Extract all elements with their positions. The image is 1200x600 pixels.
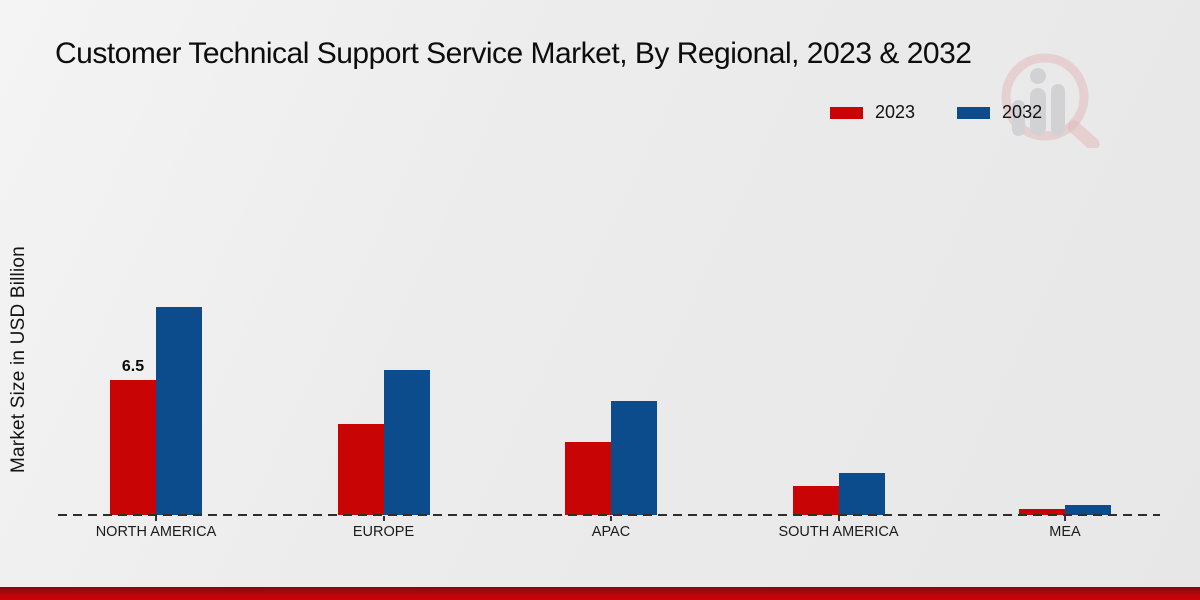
bar-value-label-north-america-2023: 6.5 (121, 358, 145, 375)
axis-tick (1064, 516, 1066, 521)
bar-2023-europe (337, 424, 384, 515)
bar-2023-mea (1019, 509, 1065, 515)
legend-item-2023: 2023 (830, 102, 915, 123)
page-title: Customer Technical Support Service Marke… (55, 37, 972, 70)
legend-label: 2023 (875, 102, 916, 122)
x-axis-baseline (58, 514, 1160, 516)
bar-2023-south-america (792, 486, 839, 515)
legend-swatch-icon (830, 106, 863, 119)
category-label-apac: APAC (591, 524, 631, 540)
axis-tick (382, 516, 385, 521)
bottom-accent-bar (0, 587, 1200, 600)
bar-2032-north-america (156, 307, 202, 515)
axis-tick (837, 516, 840, 521)
category-label-south-america: SOUTH AMERICA (778, 524, 899, 540)
category-label-mea: MEA (1049, 524, 1081, 540)
bar-2023-north-america (110, 380, 156, 515)
bar-2023-apac (565, 442, 611, 515)
bar-2032-europe (383, 370, 430, 515)
axis-tick (610, 516, 612, 521)
bar-2032-apac (611, 401, 657, 515)
legend-item-2032: 2032 (957, 102, 1042, 123)
axis-tick (155, 516, 157, 521)
category-label-north-america: NORTH AMERICA (95, 524, 217, 540)
legend-swatch-icon (957, 106, 991, 119)
magnifier-logo-watermark (1001, 53, 1100, 148)
bar-2032-south-america (838, 473, 885, 515)
category-label-europe: EUROPE (352, 524, 415, 540)
bar-2032-mea (1065, 505, 1111, 515)
legend-label: 2032 (1002, 102, 1043, 122)
legend: 2023 2032 (830, 102, 1042, 123)
